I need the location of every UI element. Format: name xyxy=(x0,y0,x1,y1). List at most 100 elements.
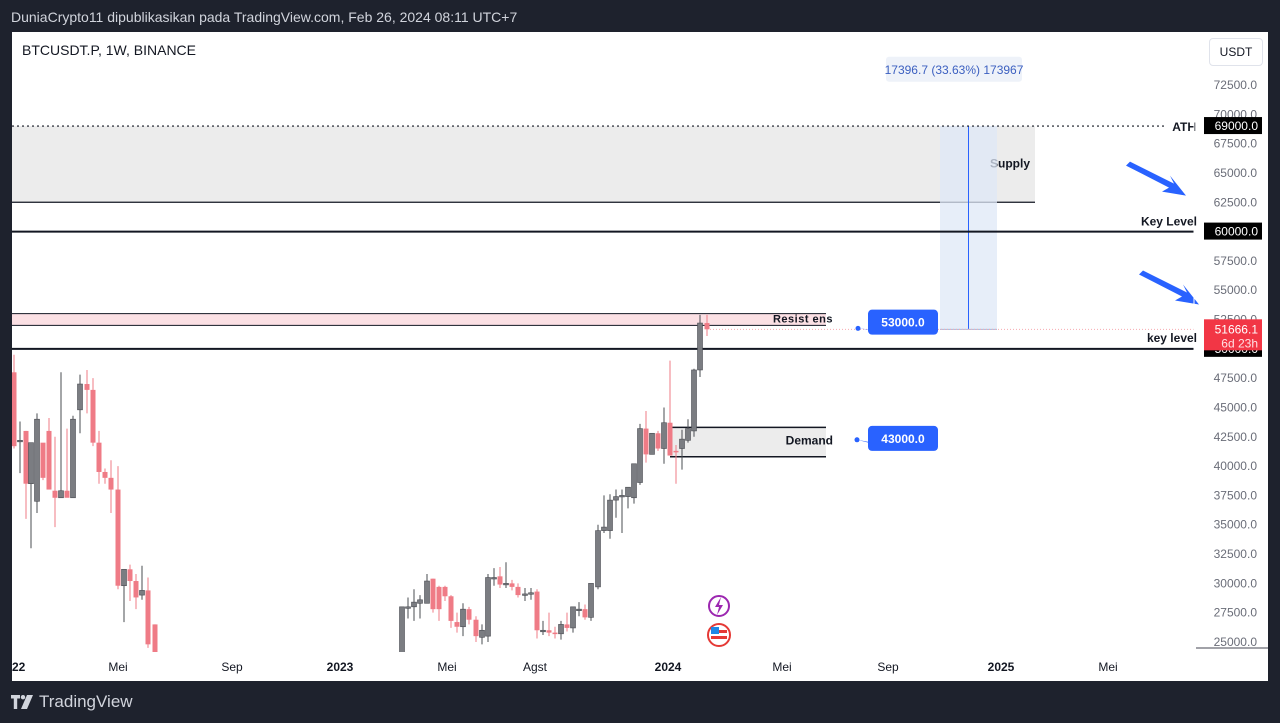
candle-body xyxy=(145,590,151,645)
candle-body xyxy=(430,578,436,610)
candle-body xyxy=(667,422,673,456)
candle-body xyxy=(607,499,613,531)
demand-label: Demand xyxy=(786,433,833,447)
candle-body xyxy=(405,606,411,609)
flag-stripe xyxy=(711,636,727,639)
candle-body xyxy=(691,369,697,432)
candle-body xyxy=(52,490,58,498)
current-price-countdown: 6d 23h xyxy=(1221,336,1258,350)
price-tick: 32500.0 xyxy=(1214,547,1258,561)
price-tick: 35000.0 xyxy=(1214,518,1258,532)
time-tick: Agst xyxy=(523,660,548,674)
candle-body xyxy=(64,490,70,498)
footer-brand-text: TradingView xyxy=(39,692,133,711)
candle-body xyxy=(613,496,619,501)
callout-43000-box[interactable] xyxy=(868,425,938,451)
time-tick: Sep xyxy=(221,660,243,674)
candle-body xyxy=(77,383,83,411)
candle-body xyxy=(649,432,655,455)
price-tick: 47500.0 xyxy=(1214,371,1258,385)
chart-frame: Supply 17396.7 (33.63%) 173967 ATH Key Leve… xyxy=(12,32,1268,681)
candle-body xyxy=(46,430,52,490)
resistens-label: Resist ens xyxy=(773,313,833,325)
candle-body xyxy=(152,624,158,652)
candle-body xyxy=(23,430,29,484)
candle-body xyxy=(58,490,64,499)
callout-53000-anchor xyxy=(855,325,861,331)
candle-body xyxy=(127,569,133,582)
candle-body xyxy=(491,577,497,580)
candle-body xyxy=(503,583,509,586)
candle-body xyxy=(704,323,710,330)
candle-body xyxy=(509,583,515,587)
candle-body xyxy=(473,619,479,637)
candle-body xyxy=(84,384,90,390)
flag-canton xyxy=(711,627,719,634)
candle-body xyxy=(34,418,40,502)
candle-body xyxy=(466,609,472,620)
candle-body xyxy=(460,608,466,628)
time-tick: 2025 xyxy=(988,660,1015,674)
candle-body xyxy=(28,442,34,484)
candle-body xyxy=(40,442,46,478)
callout-43000-label: 43000.0 xyxy=(881,432,925,446)
time-tick: Mei xyxy=(772,660,791,674)
currency-button[interactable]: USDT xyxy=(1209,38,1263,66)
candle-body xyxy=(115,489,121,586)
supply-zone xyxy=(12,126,1035,203)
candle-body xyxy=(588,583,594,618)
callout-53000-label: 53000.0 xyxy=(881,316,925,330)
measure-label: 17396.7 (33.63%) 173967 xyxy=(885,63,1024,77)
key-level-lower-label: key level xyxy=(1147,331,1197,345)
ath-label: ATH xyxy=(1172,120,1196,134)
candlestick-chart[interactable]: Supply 17396.7 (33.63%) 173967 ATH Key Leve… xyxy=(12,32,1268,681)
candle-body xyxy=(121,568,127,587)
candle-body xyxy=(679,438,685,449)
resistance-zone xyxy=(12,313,826,326)
candle-body xyxy=(436,586,442,610)
candle-body xyxy=(685,428,691,441)
candle-body xyxy=(637,428,643,483)
candle-body xyxy=(558,624,564,635)
candle-body xyxy=(601,526,607,531)
candle-body xyxy=(625,486,631,497)
level-price-tag-0: 69000.0 xyxy=(1215,119,1259,133)
callout-53000-box[interactable] xyxy=(868,309,938,335)
price-tick: 40000.0 xyxy=(1214,459,1258,473)
candle-body xyxy=(570,606,576,629)
price-tick: 25000.0 xyxy=(1214,635,1258,649)
time-tick: 2024 xyxy=(655,660,682,674)
price-tick: 30000.0 xyxy=(1214,576,1258,590)
candle-body xyxy=(661,422,667,449)
candle-body xyxy=(448,596,454,621)
candle-body xyxy=(417,599,423,604)
current-price-tag xyxy=(1204,319,1262,351)
candle-body xyxy=(497,576,503,585)
demand-zone xyxy=(670,427,826,457)
current-price-value: 51666.1 xyxy=(1215,322,1259,336)
time-tick: Mei xyxy=(1098,660,1117,674)
candle-body xyxy=(655,433,661,449)
candle-body xyxy=(673,450,679,453)
candle-body xyxy=(643,428,649,455)
level-price-tag-0-box xyxy=(1204,117,1262,135)
candle-body xyxy=(515,586,521,596)
symbol-title: BTCUSDT.P, 1W, BINANCE xyxy=(22,42,197,58)
candle-body xyxy=(70,418,76,499)
level-price-tag-1: 60000.0 xyxy=(1215,225,1259,239)
time-tick: 22 xyxy=(12,660,26,674)
candle-body xyxy=(139,590,145,596)
measure-label-box xyxy=(886,56,1022,82)
candle-body xyxy=(102,471,108,478)
publish-info-text: DuniaCrypto11 dipublikasikan pada Tradin… xyxy=(11,9,518,25)
arrow-down-right-icon xyxy=(1126,161,1186,196)
price-tick: 57500.0 xyxy=(1214,254,1258,268)
price-tick: 55000.0 xyxy=(1214,283,1258,297)
candle-body xyxy=(576,608,582,611)
arrow-down-right-icon xyxy=(1139,270,1199,305)
candles xyxy=(12,314,710,652)
time-tick: Sep xyxy=(877,660,899,674)
candle-body xyxy=(442,586,448,597)
candle-body xyxy=(424,580,430,604)
candle-body xyxy=(411,601,417,608)
